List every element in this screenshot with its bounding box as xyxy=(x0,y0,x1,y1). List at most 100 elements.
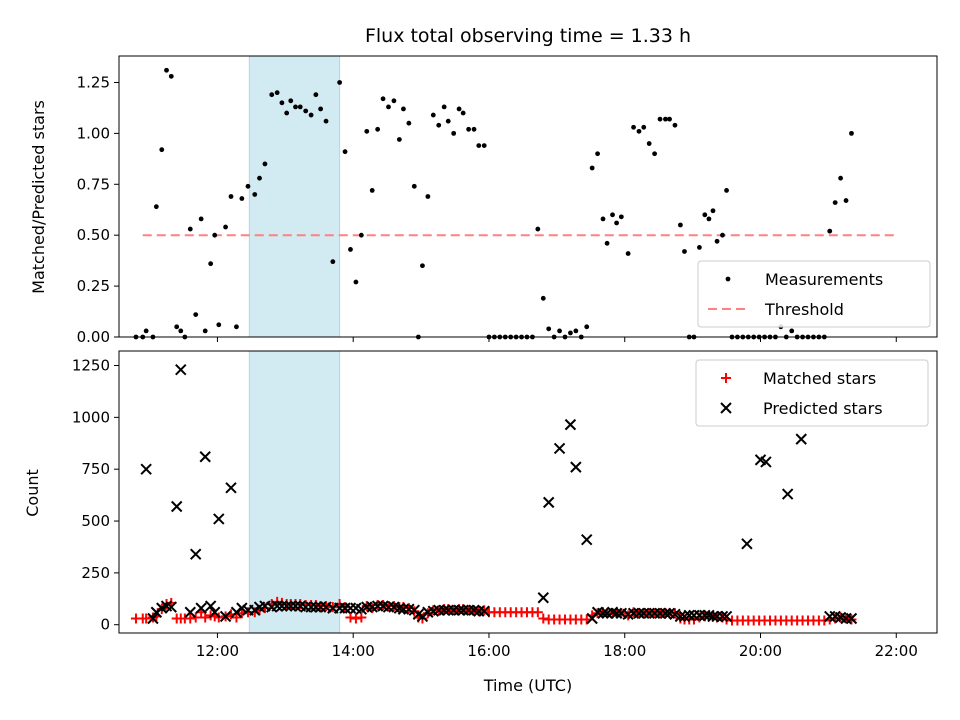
data-point xyxy=(702,212,708,218)
y-tick-label: 1.25 xyxy=(77,73,110,91)
data-point xyxy=(564,418,577,431)
data-point xyxy=(641,124,647,130)
legend-box xyxy=(697,260,931,328)
data-point xyxy=(271,600,283,612)
data-point xyxy=(663,116,668,122)
data-point xyxy=(297,104,303,110)
data-point xyxy=(466,126,472,132)
data-point xyxy=(262,161,268,167)
x-tick-label: 18:00 xyxy=(603,642,646,660)
data-point xyxy=(604,240,610,246)
data-point xyxy=(252,192,258,197)
data-point xyxy=(393,602,406,614)
data-point xyxy=(845,612,858,625)
data-point xyxy=(185,613,196,624)
data-point xyxy=(356,612,367,623)
data-point xyxy=(714,238,720,244)
data-point xyxy=(318,106,324,112)
data-point xyxy=(364,128,370,134)
data-point xyxy=(420,263,425,269)
data-point xyxy=(436,122,442,128)
data-point xyxy=(657,116,663,122)
data-point xyxy=(646,141,652,146)
data-point xyxy=(178,328,184,334)
data-point xyxy=(141,613,152,624)
data-point xyxy=(223,224,228,230)
data-point xyxy=(323,118,329,124)
data-point xyxy=(212,232,218,238)
data-point xyxy=(190,612,201,623)
data-point xyxy=(225,482,237,494)
legend-marker xyxy=(720,402,732,414)
data-point xyxy=(175,363,187,376)
y-tick-label: 1.00 xyxy=(77,124,110,142)
data-point xyxy=(573,328,579,334)
y-tick-label: 0.25 xyxy=(77,277,110,295)
y-tick-label: 500 xyxy=(81,512,110,530)
data-point xyxy=(570,461,582,473)
data-point xyxy=(204,600,217,612)
x-tick-label: 14:00 xyxy=(332,642,375,660)
chart-title: Flux total observing time = 1.33 h xyxy=(365,25,691,47)
data-point xyxy=(209,606,221,618)
top-axes-frame xyxy=(118,55,938,338)
data-point xyxy=(234,324,239,330)
data-point xyxy=(411,183,417,189)
data-point xyxy=(200,612,211,623)
y-tick-label: 250 xyxy=(81,564,110,582)
data-point xyxy=(707,610,719,623)
data-point xyxy=(456,106,462,112)
data-point xyxy=(838,175,844,181)
bottom-panel: 0 250 500 750 1000 1250 12:00 14:00 16:00 18:00 20… xyxy=(72,350,938,660)
legend-marker xyxy=(721,373,731,383)
data-point xyxy=(532,607,543,618)
top-series-0 xyxy=(133,67,854,340)
y-tick-label: 0.50 xyxy=(77,226,110,244)
data-point xyxy=(345,612,356,623)
data-point xyxy=(553,442,566,455)
data-point xyxy=(471,126,477,132)
data-point xyxy=(245,183,251,189)
data-point xyxy=(140,463,152,475)
data-point xyxy=(636,128,642,134)
data-point xyxy=(187,226,193,232)
data-point xyxy=(168,73,174,79)
data-point xyxy=(546,326,552,332)
data-point xyxy=(430,112,436,118)
data-point xyxy=(293,104,298,110)
data-point xyxy=(610,212,615,218)
data-point xyxy=(159,147,165,153)
data-point xyxy=(445,118,451,124)
data-point xyxy=(269,92,275,98)
data-point xyxy=(219,610,232,623)
y-tick-label: 0 xyxy=(100,616,110,634)
data-point xyxy=(184,606,196,618)
data-point xyxy=(537,592,549,604)
data-point xyxy=(193,312,199,318)
data-point xyxy=(170,500,183,513)
data-point xyxy=(600,216,606,222)
data-point xyxy=(832,200,838,206)
data-point xyxy=(208,261,214,267)
top-panel: 0.00 0.25 0.50 0.75 1.00 1.25 Measurements Thre… xyxy=(77,55,938,346)
data-point xyxy=(303,108,309,114)
data-point xyxy=(284,110,290,116)
data-point xyxy=(308,112,314,118)
data-point xyxy=(849,130,854,136)
data-point xyxy=(618,214,624,220)
data-point xyxy=(631,124,636,130)
data-point xyxy=(396,137,402,142)
data-point xyxy=(781,488,794,500)
data-point xyxy=(697,245,702,250)
data-point xyxy=(228,194,234,199)
data-point xyxy=(760,456,772,468)
data-point xyxy=(535,226,541,232)
data-point xyxy=(720,232,725,238)
data-point xyxy=(231,612,242,623)
data-point xyxy=(199,451,211,463)
data-point xyxy=(438,604,450,616)
data-point xyxy=(239,196,245,201)
y-tick-label: 750 xyxy=(81,460,110,478)
data-point xyxy=(305,601,317,613)
